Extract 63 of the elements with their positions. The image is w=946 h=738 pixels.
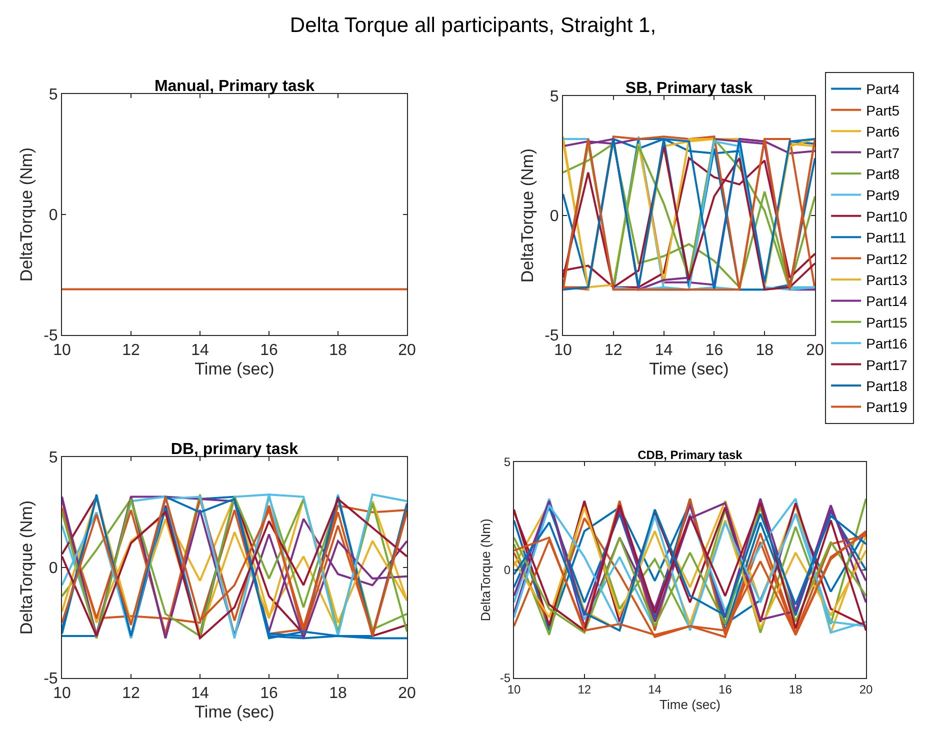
legend-label: Part15: [866, 314, 908, 330]
y-tick-label: 0: [48, 560, 58, 578]
legend-label: Part19: [866, 399, 908, 416]
x-axis-title: Time (sec): [649, 360, 729, 379]
x-tick-label: 18: [756, 342, 774, 360]
legend-label: Part6: [866, 124, 900, 140]
legend-label: Part5: [866, 102, 900, 118]
chart-title: SB, Primary task: [625, 80, 753, 97]
x-tick-label: 12: [604, 342, 622, 360]
x-tick-label: 16: [260, 342, 278, 360]
legend-label: Part14: [866, 293, 908, 310]
legend-label: Part8: [866, 166, 900, 182]
x-tick-label: 14: [648, 682, 662, 696]
legend-label: Part13: [866, 272, 908, 288]
x-tick-label: 16: [260, 685, 278, 702]
y-axis-title: DeltaTorque (Nm): [17, 147, 36, 282]
y-tick-label: 5: [550, 88, 559, 106]
x-tick-label: 16: [718, 682, 732, 696]
legend-label: Part9: [866, 187, 900, 204]
x-tick-label: 20: [398, 342, 416, 360]
y-tick-label: 0: [550, 208, 559, 226]
x-tick-label: 14: [654, 342, 673, 360]
x-tick-label: 14: [191, 342, 209, 360]
legend-label: Part18: [866, 378, 908, 394]
y-axis-title: DeltaTorque (Nm): [17, 500, 36, 635]
y-tick-label: 5: [48, 86, 58, 104]
x-tick-label: 18: [329, 685, 347, 702]
x-tick-label: 20: [806, 342, 824, 360]
x-axis-title: Time (sec): [660, 697, 720, 712]
legend-label: Part17: [866, 356, 908, 373]
y-tick-label: 5: [504, 455, 511, 470]
y-tick-label: -5: [544, 328, 559, 345]
x-tick-label: 10: [53, 342, 71, 360]
x-tick-label: 18: [329, 342, 347, 360]
y-axis-title: DeltaTorque (Nm): [478, 518, 493, 622]
legend-label: Part12: [866, 250, 908, 267]
y-tick-label: -5: [44, 328, 58, 345]
x-tick-label: 12: [578, 682, 592, 696]
x-tick-label: 20: [398, 685, 416, 702]
x-tick-label: 12: [122, 342, 140, 360]
y-axis-title: DeltaTorque (Nm): [518, 148, 538, 283]
x-tick-label: 18: [788, 682, 803, 696]
text: Delta Torque all participants, Straight 1,: [288, 14, 658, 38]
chart-title: DB, primary task: [170, 441, 298, 458]
legend-label: Part7: [866, 144, 900, 161]
x-tick-label: 10: [554, 342, 572, 360]
legend-label: Part4: [866, 81, 900, 98]
x-axis-title: Time (sec): [194, 702, 274, 722]
legend-label: Part11: [866, 230, 907, 246]
legend-label: Part10: [866, 208, 908, 224]
y-tick-label: 0: [504, 563, 511, 578]
x-axis-title: Time (sec): [194, 360, 274, 379]
y-tick-label: 0: [48, 207, 58, 224]
y-tick-label: 5: [48, 450, 58, 467]
x-tick-label: 20: [859, 682, 873, 696]
x-tick-label: 12: [122, 685, 140, 702]
chart-title: Manual, Primary task: [154, 78, 315, 95]
x-tick-label: 14: [191, 685, 209, 702]
y-tick-label: -5: [44, 670, 58, 688]
x-tick-label: 10: [53, 685, 71, 702]
x-tick-label: 16: [705, 342, 724, 360]
chart-title: CDB, Primary task: [638, 448, 743, 462]
legend-label: Part16: [866, 336, 908, 352]
